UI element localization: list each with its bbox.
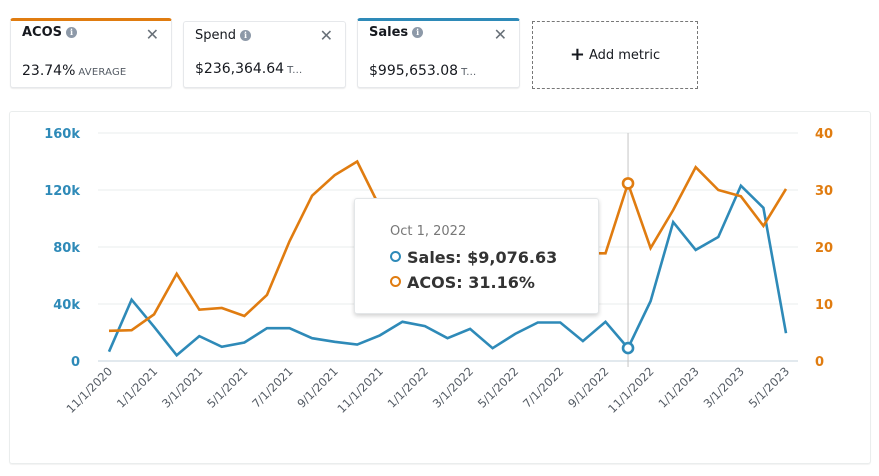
metric-value: $236,364.64 T... [195, 61, 303, 77]
close-icon[interactable]: ✕ [145, 25, 159, 44]
tooltip-sales: Sales: $9,076.63 [390, 248, 557, 267]
x-tick-label: 11/1/2021 [334, 364, 386, 416]
x-tick-label: 7/1/2021 [249, 364, 295, 410]
metric-value: 23.74% AVERAGE [22, 63, 127, 79]
x-tick-label: 11/1/2022 [605, 364, 657, 416]
info-icon[interactable]: i [412, 27, 424, 38]
acos-legend-icon [390, 276, 401, 287]
add-metric-label: Add metric [588, 47, 661, 63]
x-axis: 11/1/20201/1/20213/1/20215/1/20217/1/202… [64, 364, 793, 416]
y-left-tick-label: 80k [53, 241, 80, 256]
metric-title: ACOS i [22, 25, 78, 40]
y-right-tick-label: 10 [815, 298, 833, 313]
y-right-tick-label: 30 [815, 184, 833, 199]
metric-card-spend[interactable]: Spend i ✕ $236,364.64 T... [183, 21, 346, 88]
tooltip-date: Oct 1, 2022 [390, 224, 467, 239]
x-tick-label: 1/1/2021 [114, 364, 160, 410]
x-tick-label: 5/1/2023 [746, 364, 792, 410]
y-left-tick-label: 0 [71, 355, 80, 370]
y-left-tick-label: 120k [44, 184, 80, 199]
metric-suffix: T... [461, 67, 477, 78]
y-axis-right: 0 10 20 30 40 [815, 127, 833, 370]
x-tick-label: 1/1/2022 [385, 364, 431, 410]
metric-title: Sales i [369, 25, 424, 40]
metric-suffix: AVERAGE [78, 67, 127, 78]
x-tick-label: 9/1/2021 [294, 364, 340, 410]
hover-markers [621, 177, 635, 355]
y-right-tick-label: 20 [815, 241, 833, 256]
x-tick-label: 5/1/2021 [204, 364, 250, 410]
close-icon[interactable]: ✕ [319, 26, 333, 45]
y-left-tick-label: 160k [44, 127, 80, 142]
metric-suffix: T... [287, 65, 303, 76]
y-left-tick-label: 40k [53, 298, 80, 313]
add-metric-button[interactable]: + Add metric [532, 21, 698, 89]
sales-legend-icon [390, 251, 401, 262]
tooltip-acos: ACOS: 31.16% [390, 273, 535, 292]
metric-value: $995,653.08 T... [369, 63, 477, 79]
gridlines [98, 132, 798, 367]
x-tick-label: 11/1/2020 [64, 364, 116, 416]
x-tick-label: 1/1/2023 [655, 364, 701, 410]
series-line-sales [107, 183, 788, 358]
x-tick-label: 7/1/2022 [520, 364, 566, 410]
plus-icon: + [569, 44, 585, 65]
x-tick-label: 9/1/2022 [565, 364, 611, 410]
highlight-marker-sales [621, 341, 635, 355]
chart-tooltip: Oct 1, 2022 Sales: $9,076.63 ACOS: 31.16… [354, 198, 599, 314]
info-icon[interactable]: i [66, 27, 78, 38]
y-right-tick-label: 0 [815, 355, 824, 370]
highlight-marker-acos [621, 177, 635, 190]
metric-card-sales[interactable]: Sales i ✕ $995,653.08 T... [357, 18, 520, 88]
x-tick-label: 3/1/2022 [430, 364, 476, 410]
x-tick-label: 5/1/2022 [475, 364, 521, 410]
metric-title: Spend i [195, 28, 251, 43]
metric-card-acos[interactable]: ACOS i ✕ 23.74% AVERAGE [10, 18, 172, 88]
x-tick-label: 3/1/2023 [701, 364, 747, 410]
close-icon[interactable]: ✕ [493, 25, 507, 44]
info-icon[interactable]: i [240, 30, 251, 41]
y-right-tick-label: 40 [815, 127, 833, 142]
x-tick-label: 3/1/2021 [159, 364, 205, 410]
y-axis-left: 0 40k 80k 120k 160k [44, 127, 80, 370]
